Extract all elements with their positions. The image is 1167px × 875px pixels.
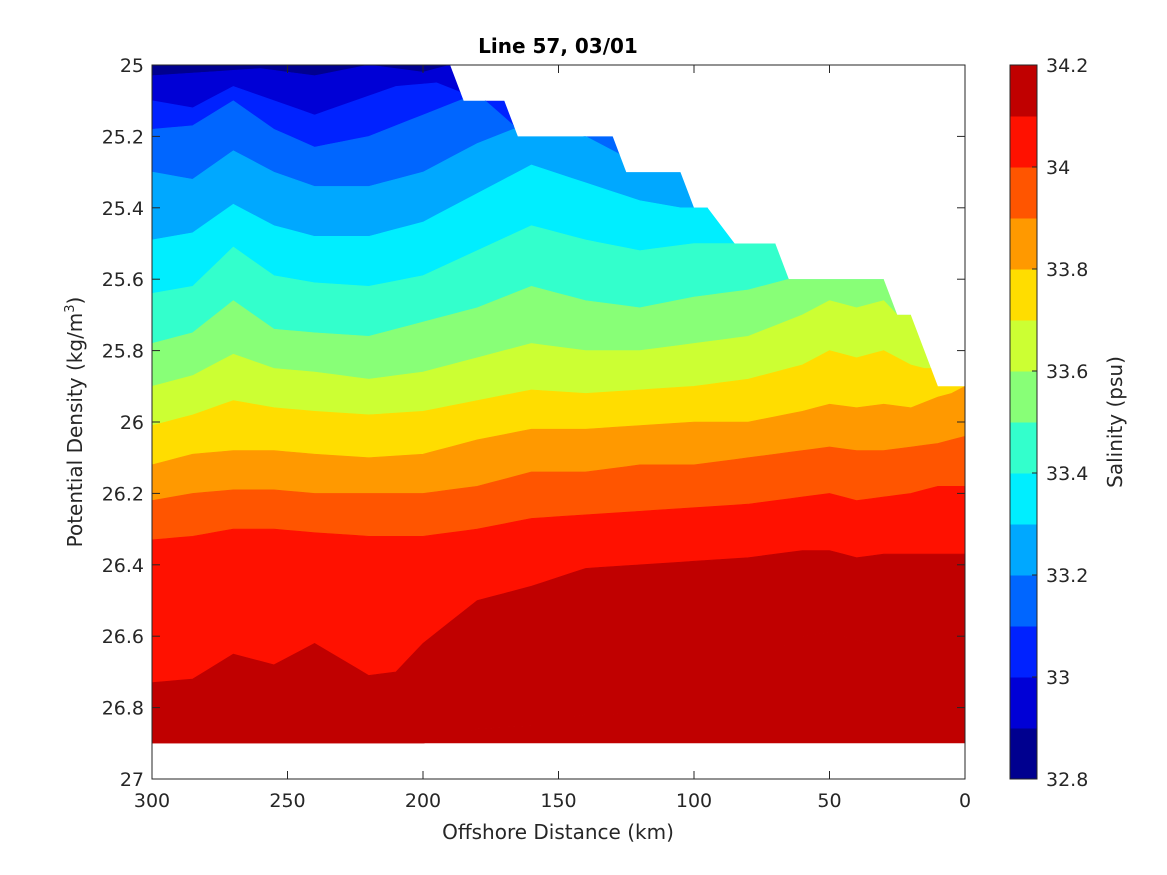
colorbar-tick-label: 32.8 — [1046, 769, 1088, 791]
colorbar-tick-label: 33.8 — [1046, 259, 1088, 281]
x-axis: 300 250 200 150 100 50 0 — [134, 65, 971, 812]
colorbar-swatch — [1010, 422, 1037, 474]
y-axis-label-close: ) — [63, 297, 87, 305]
y-axis-label-superscript: 3 — [63, 304, 78, 312]
colorbar: 32.8 33 33.2 33.4 33.6 33.8 34 34.2 — [1009, 55, 1088, 791]
colorbar-swatch — [1010, 65, 1037, 117]
colorbar-tick-label: 34 — [1046, 157, 1070, 179]
colorbar-swatches — [1010, 65, 1037, 780]
x-tick-label: 250 — [269, 790, 305, 812]
y-tick-label: 26 — [120, 412, 144, 434]
colorbar-tick-label: 33.4 — [1046, 463, 1088, 485]
colorbar-tick-label: 33.6 — [1046, 361, 1088, 383]
colorbar-swatch — [1010, 320, 1037, 372]
colorbar-tick-label: 33 — [1046, 667, 1070, 689]
colorbar-swatch — [1010, 371, 1037, 423]
colorbar-tick-label: 33.2 — [1046, 565, 1088, 587]
y-tick-label: 25.8 — [102, 341, 144, 363]
y-tick-label: 26.2 — [102, 483, 144, 505]
colorbar-swatch — [1010, 116, 1037, 168]
colorbar-swatch — [1010, 269, 1037, 321]
x-tick-label: 200 — [405, 790, 441, 812]
x-tick-label: 150 — [540, 790, 576, 812]
y-tick-label: 25.4 — [102, 198, 144, 220]
colorbar-swatch — [1010, 524, 1037, 576]
colorbar-swatch — [1010, 677, 1037, 729]
colorbar-ticks: 32.8 33 33.2 33.4 33.6 33.8 34 34.2 — [1032, 55, 1088, 791]
y-tick-label: 25 — [120, 55, 144, 77]
y-axis: 25 25.2 25.4 25.6 25.8 26 26.2 26.4 26.6 26.8 27 — [102, 55, 965, 791]
y-tick-label: 27 — [120, 769, 144, 791]
y-axis-label: Potential Density (kg/m3) — [63, 297, 87, 548]
plot-area: 300 250 200 150 100 50 0 2525.225.425.625.8262… — [102, 55, 971, 812]
contour-band — [152, 550, 965, 744]
y-axis-label-main: Potential Density (kg/m — [63, 313, 87, 548]
x-tick-label: 300 — [134, 790, 170, 812]
x-tick-label: 50 — [817, 790, 841, 812]
y-tick-label: 25.6 — [102, 269, 144, 291]
x-tick-label: 0 — [959, 790, 971, 812]
colorbar-swatch — [1010, 575, 1037, 627]
chart-title: Line 57, 03/01 — [478, 34, 638, 58]
colorbar-swatch — [1010, 473, 1037, 525]
colorbar-label: Salinity (psu) — [1103, 356, 1127, 488]
colorbar-swatch — [1010, 167, 1037, 219]
x-tick-label: 100 — [676, 790, 712, 812]
colorbar-swatch — [1010, 626, 1037, 678]
x-axis-label: Offshore Distance (km) — [442, 820, 674, 844]
y-tick-label: 26.4 — [102, 555, 144, 577]
colorbar-tick-label: 34.2 — [1046, 55, 1088, 77]
colorbar-swatch — [1010, 728, 1037, 780]
y-tick-label: 26.6 — [102, 626, 144, 648]
colorbar-swatch — [1010, 218, 1037, 270]
y-tick-label: 25.2 — [102, 126, 144, 148]
contour-band — [152, 632, 965, 744]
y-tick-label: 26.8 — [102, 698, 144, 720]
colorbar-frame — [1009, 64, 1038, 780]
